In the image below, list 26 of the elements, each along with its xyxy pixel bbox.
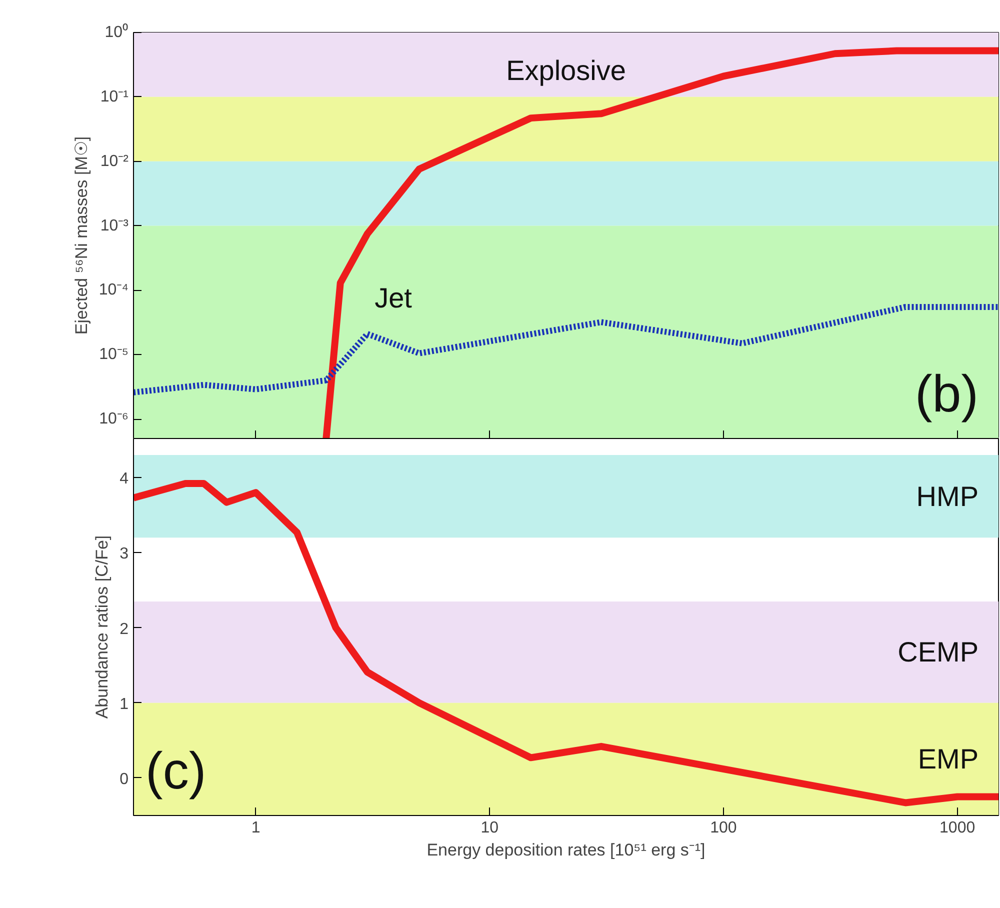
y-tick-label: 4 <box>120 470 129 488</box>
y-tick-label: 10⁻³ <box>100 217 130 234</box>
y-tick-label: 10⁻⁵ <box>99 346 129 364</box>
y-axis-title: Ejected ⁵⁶Ni masses [M☉] <box>72 136 91 335</box>
y-tick-label: 10⁻⁶ <box>99 410 129 428</box>
band-label: EMP <box>918 744 979 775</box>
annotation: (c) <box>146 742 206 800</box>
x-tick-label: 1000 <box>940 820 976 836</box>
x-tick-label: 100 <box>710 820 737 836</box>
y-tick-label: 2 <box>120 620 129 638</box>
y-tick-label: 10⁻⁴ <box>98 282 129 299</box>
y-tick-label: 10⁻¹ <box>100 88 128 106</box>
x-tick-label: 1 <box>251 820 260 836</box>
y-tick-label: 10⁻² <box>100 152 130 170</box>
y-tick-label: 10⁰ <box>104 23 128 41</box>
x-axis-title: Energy deposition rates [10⁵¹ erg s⁻¹] <box>426 840 706 860</box>
band-label: CEMP <box>898 636 979 668</box>
y-axis-title: Abundance ratios [C/Fe] <box>92 535 112 719</box>
x-tick-label: 10 <box>480 820 499 836</box>
y-tick-label: 1 <box>120 696 129 713</box>
series-label: Jet <box>374 282 412 314</box>
band-label: HMP <box>916 480 979 512</box>
y-tick-label: 3 <box>120 546 129 563</box>
annotation: (b) <box>914 366 979 424</box>
series-label: Explosive <box>506 54 626 86</box>
y-tick-label: 0 <box>120 770 129 788</box>
